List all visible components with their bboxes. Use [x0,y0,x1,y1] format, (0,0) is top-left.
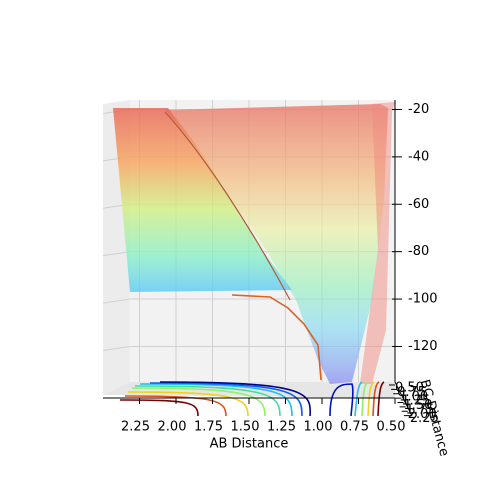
x-tick-label: 1.00 [304,420,333,435]
x-tick-label: 2.00 [158,420,187,435]
contour [119,399,199,417]
z-tick-label: -120 [408,339,438,354]
y-tick-label: 2.00 [408,407,437,422]
ticks: 2.25 2.00 1.75 1.50 1.25 1.00 0.75 0.50-20-40-6… [121,102,439,435]
grid-line [102,298,131,304]
surface-sheet [360,102,395,384]
z-tick-label: -40 [408,149,429,164]
grid-line [102,345,131,351]
surface-sheet [113,108,292,292]
x-tick-label: 0.50 [377,420,406,435]
contour [131,387,266,417]
y-tick-label: 1.75 [406,402,435,417]
contour [361,381,369,417]
contour [367,381,375,417]
z-tick-label: -100 [408,292,438,307]
contour [134,385,281,417]
trajectory [231,294,322,381]
contour [149,382,303,417]
x-tick-label: 2.25 [121,420,150,435]
x-tick-label: 0.75 [340,420,369,435]
contour [124,395,227,417]
grid-line [102,251,131,257]
x-axis-label: AB Distance [210,437,289,452]
y-tick-label: 0.50 [395,381,424,396]
x-tick-label: 1.50 [231,420,260,435]
y-axis-line [394,381,413,417]
contour [139,383,293,417]
contour [127,391,249,417]
y-tick-label: 1.25 [401,394,430,409]
surface [113,102,395,384]
z-tick-label: -80 [408,244,429,259]
contour [377,381,385,417]
contour [329,383,354,417]
surface-edge [164,111,291,301]
contour [354,381,363,417]
x-tick-label: 1.75 [194,420,223,435]
y-tick-label: 1.50 [404,398,433,413]
y-tick-label: 2.25 [410,411,439,426]
contour [159,381,312,417]
y-tick-label: 1.00 [399,389,428,404]
y-tick-label: 0.75 [397,385,426,400]
z-tick-label: -20 [408,102,429,117]
surface-sheet [165,104,388,384]
x-tick-label: 1.25 [267,420,296,435]
z-tick-label: -60 [408,197,429,212]
contour [372,381,380,417]
